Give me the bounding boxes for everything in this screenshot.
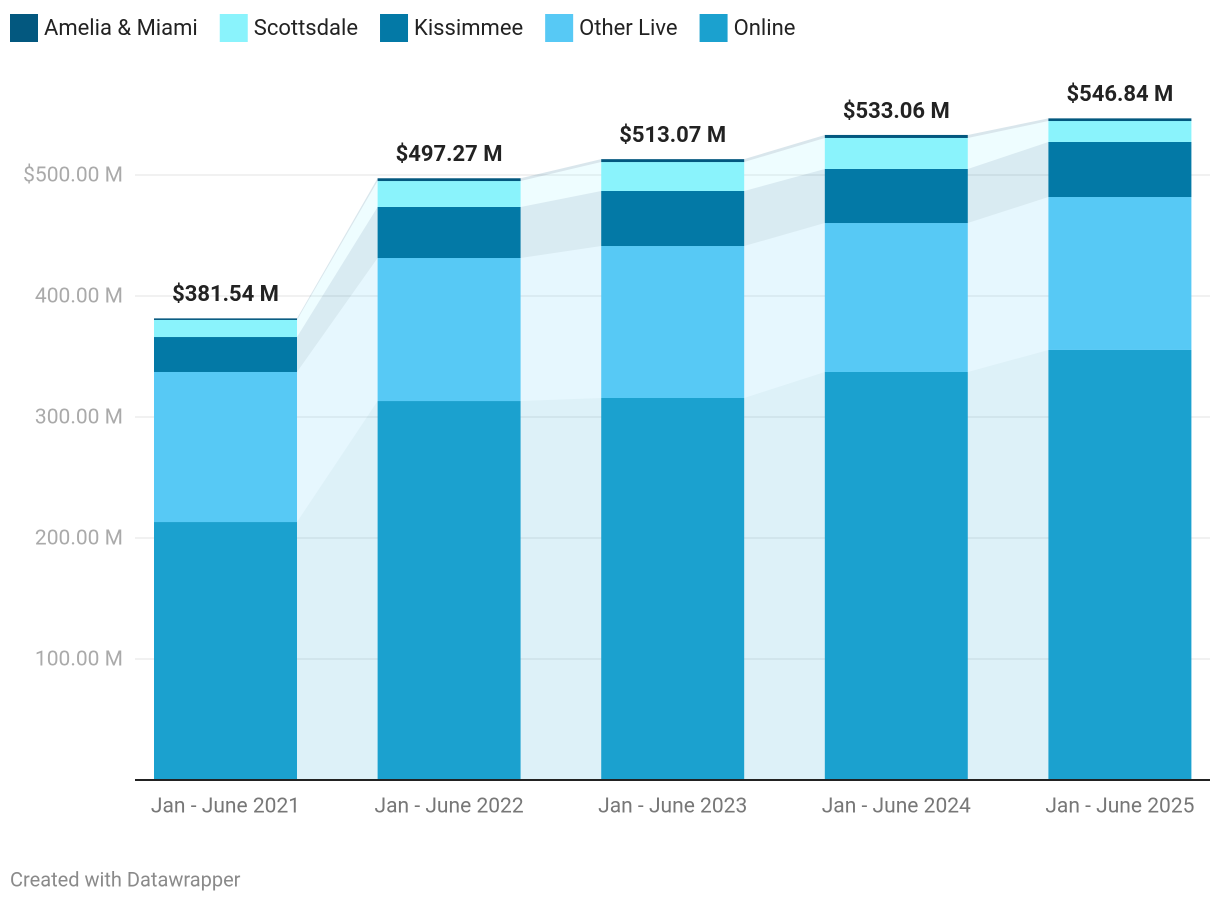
bar-segment	[377, 181, 521, 207]
bar-segment	[154, 522, 297, 780]
bar-segment	[1048, 121, 1192, 142]
total-label: $513.07 M	[619, 123, 726, 148]
connector-band	[967, 141, 1049, 224]
bar-segment	[601, 159, 745, 163]
bar-segment	[377, 178, 521, 182]
legend-label: Other Live	[579, 16, 677, 41]
bar-segment	[377, 401, 521, 780]
legend-label: Online	[734, 16, 796, 41]
x-tick-label: Jan - June 2021	[151, 795, 300, 819]
bar-segment	[824, 168, 968, 224]
bar-segment	[824, 137, 968, 169]
bar-segment	[154, 371, 297, 523]
bar-segment	[1048, 118, 1192, 122]
total-label: $497.27 M	[396, 142, 503, 167]
bar-segment	[1048, 349, 1192, 780]
legend-label: Amelia & Miami	[44, 16, 198, 41]
legend-swatch	[10, 14, 38, 42]
total-label: $546.84 M	[1066, 82, 1173, 107]
bar-segment	[601, 162, 745, 191]
legend-label: Scottsdale	[254, 16, 358, 41]
connector-band	[520, 159, 602, 182]
bar-segment	[377, 206, 521, 259]
bar-segment	[154, 337, 297, 372]
x-tick-label: Jan - June 2022	[375, 795, 524, 819]
x-tick-label: Jan - June 2024	[822, 795, 971, 819]
connector-band	[297, 206, 378, 372]
connector-band	[520, 190, 602, 259]
footer: Created with Datawrapper	[10, 867, 241, 891]
connector-band	[297, 258, 378, 523]
total-label: $381.54 M	[172, 282, 279, 307]
connector-band	[744, 137, 825, 191]
connector-band	[967, 349, 1049, 780]
bar-segment	[824, 223, 968, 372]
y-tick-label: 200.00 M	[35, 527, 123, 551]
x-tick-label: Jan - June 2025	[1045, 795, 1194, 819]
legend-swatch	[380, 14, 409, 42]
connector-band	[744, 371, 825, 780]
connector-band	[520, 246, 602, 402]
connector-band	[297, 178, 378, 320]
connector-band	[967, 197, 1049, 372]
connectors	[297, 118, 1049, 780]
connector-band	[520, 162, 602, 207]
legend-swatch	[219, 14, 248, 42]
connector-band	[744, 168, 825, 247]
bar-segment	[154, 318, 297, 320]
y-tick-label: 100.00 M	[35, 648, 123, 672]
bar-segment	[824, 371, 968, 780]
bar-segment	[601, 398, 745, 780]
connector-band	[297, 401, 378, 780]
legend-swatch	[545, 14, 574, 42]
legend-label: Kissimmee	[414, 16, 523, 41]
connector-band	[297, 181, 378, 338]
bar-segment	[824, 134, 968, 138]
bar-segment	[154, 319, 297, 338]
y-tick-label: 300.00 M	[35, 406, 123, 430]
y-tick-label: 400.00 M	[35, 285, 123, 309]
connector-band	[744, 223, 825, 399]
total-label: $533.06 M	[843, 99, 950, 124]
x-tick-label: Jan - June 2023	[598, 795, 747, 819]
connector-band	[744, 134, 825, 163]
connector-band	[967, 121, 1049, 169]
connector-band	[967, 118, 1049, 138]
bar-segment	[1048, 197, 1192, 350]
bar-segment	[601, 190, 745, 247]
bars	[154, 118, 1192, 780]
legend-swatch	[699, 14, 728, 42]
bar-segment	[377, 258, 521, 402]
bar-segment	[601, 246, 745, 399]
connector-band	[520, 398, 602, 780]
y-tick-label: $500.00 M	[23, 164, 123, 188]
bar-segment	[1048, 141, 1192, 198]
